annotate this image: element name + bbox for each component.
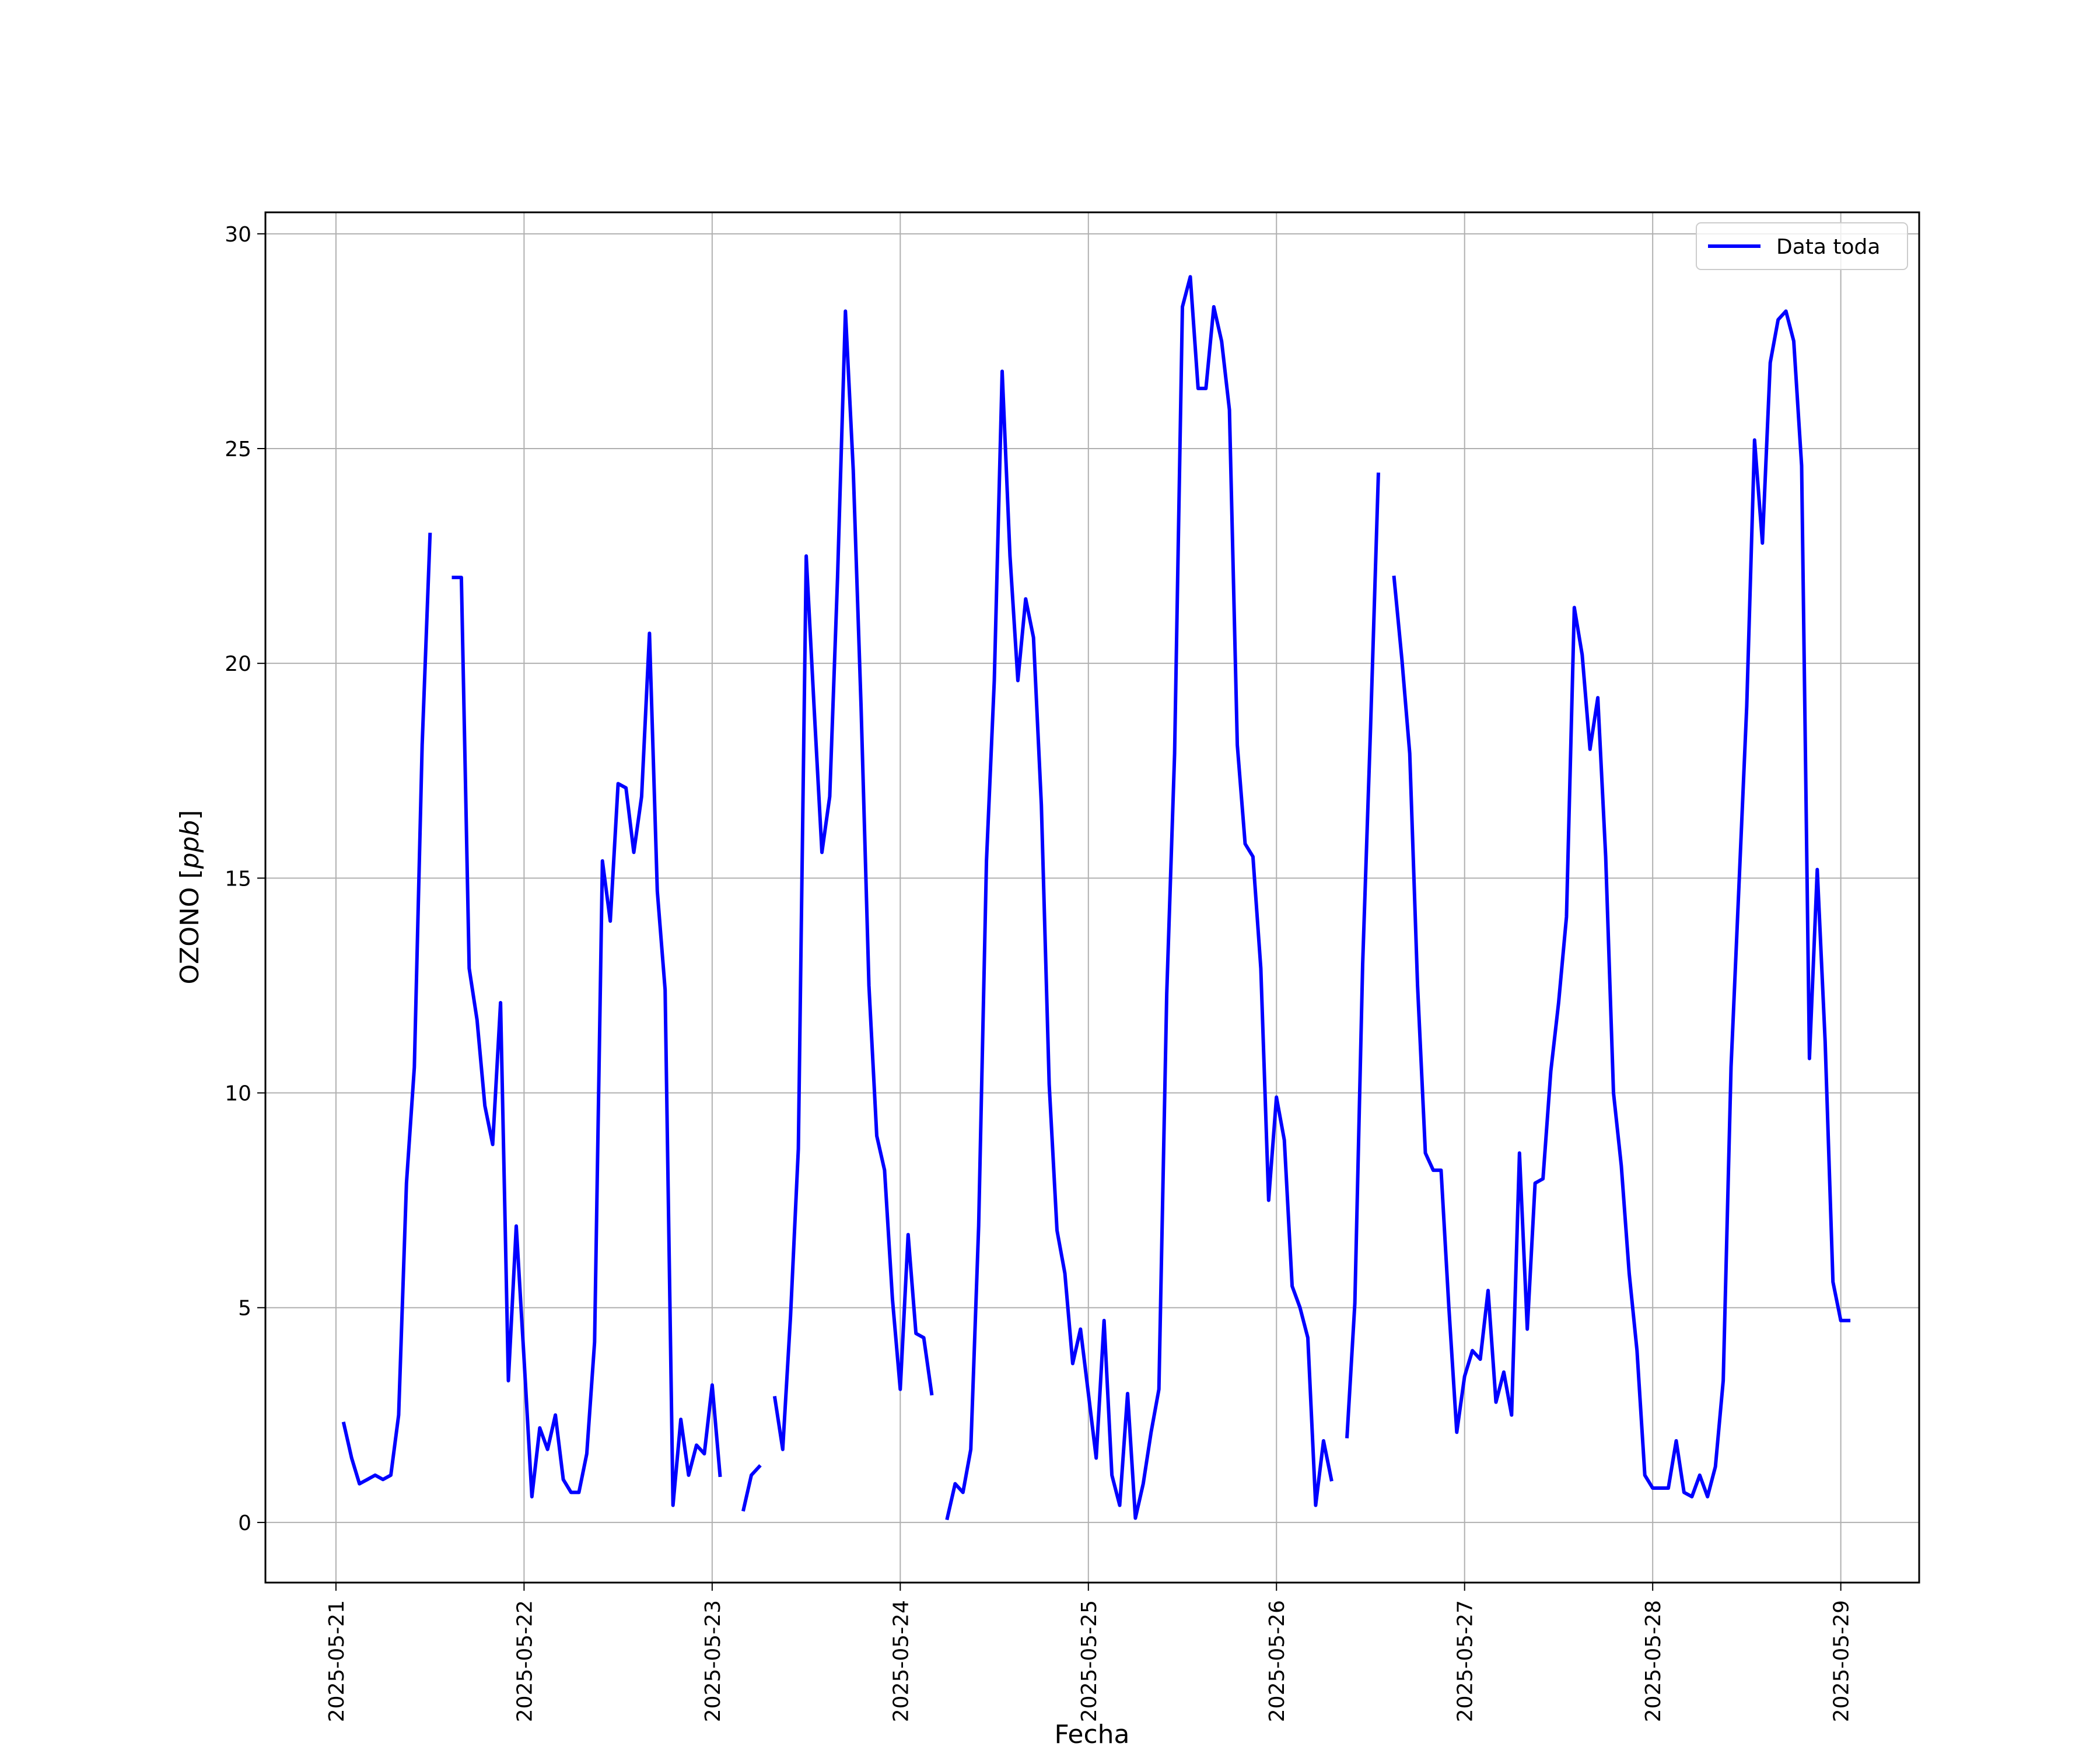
legend-box xyxy=(1696,222,1908,270)
series-line-segment xyxy=(1392,309,1851,1499)
x-tick-label: 2025-05-22 xyxy=(513,1600,537,1722)
y-tick-label: 30 xyxy=(225,223,251,247)
x-tick-label: 2025-05-28 xyxy=(1642,1600,1665,1722)
x-tick-label: 2025-05-21 xyxy=(325,1600,349,1722)
y-tick-label: 0 xyxy=(238,1511,251,1535)
y-tick-label: 20 xyxy=(225,652,251,676)
axis-ticks: 2025-05-21 2025-05-22 2025-05-23 2025-05-24… xyxy=(225,223,1853,1722)
series-line-segment xyxy=(741,1464,762,1512)
series-line-segment xyxy=(452,575,722,1507)
y-axis-label-unit: ppb xyxy=(175,820,205,870)
x-tick-label: 2025-05-26 xyxy=(1265,1600,1289,1722)
y-axis-label: OZONO [ppb] xyxy=(175,810,205,984)
y-axis-label-text: OZONO xyxy=(175,887,205,985)
x-tick-label: 2025-05-25 xyxy=(1077,1600,1101,1722)
x-tick-label: 2025-05-27 xyxy=(1454,1600,1478,1722)
y-tick-label: 15 xyxy=(225,867,251,891)
series-line-segment xyxy=(341,533,432,1486)
y-axis-label-unit-close: ] xyxy=(175,810,205,820)
series-line-segment xyxy=(945,275,1334,1521)
y-tick-label: 25 xyxy=(225,438,251,461)
grid-lines xyxy=(265,212,1919,1583)
legend-label: Data toda xyxy=(1776,235,1880,259)
x-tick-label: 2025-05-23 xyxy=(701,1600,725,1722)
x-tick-label: 2025-05-24 xyxy=(889,1600,913,1722)
series-line-segment xyxy=(1345,473,1380,1438)
plot-area-frame xyxy=(264,211,1920,1584)
x-tick-label: 2025-05-29 xyxy=(1830,1600,1854,1722)
legend: Data toda xyxy=(1696,222,1908,270)
y-axis-label-unit-open: [ xyxy=(175,869,205,887)
series-layer xyxy=(341,275,1851,1521)
series-line-segment xyxy=(772,309,934,1451)
y-tick-label: 10 xyxy=(225,1082,251,1106)
x-axis-label: Fecha xyxy=(1054,1720,1129,1749)
y-tick-label: 5 xyxy=(238,1297,251,1321)
